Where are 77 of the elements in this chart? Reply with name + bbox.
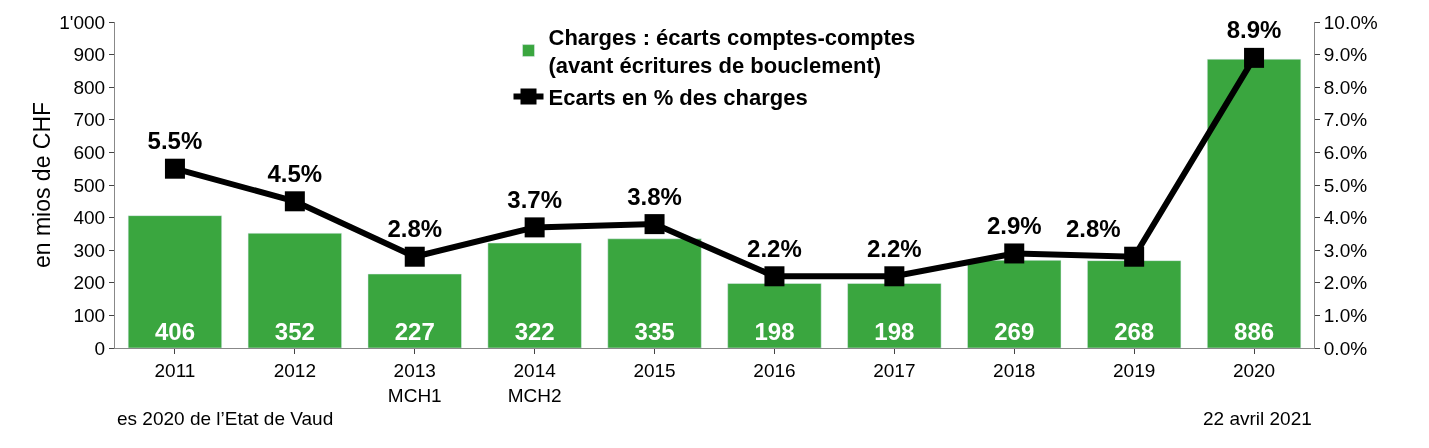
point (644, 214, 665, 235)
y-tick-label: 1'000 (59, 11, 106, 33)
x-tick-label: 2014 MCH2 (507, 359, 562, 406)
y-tick-label: 0 (94, 337, 106, 359)
y-tick-label: 900 (73, 44, 106, 66)
data-label: 3.8% (627, 182, 682, 210)
data-label: 2.8% (1065, 215, 1121, 243)
data-label: 198 (874, 318, 915, 345)
y2-tick-label: 7.0% (1323, 109, 1368, 131)
data-label: 352 (274, 318, 315, 345)
bar (127, 215, 222, 348)
data-label: 227 (394, 318, 435, 345)
bar (1087, 260, 1182, 348)
data-label: 268 (1114, 318, 1155, 345)
data-label: 198 (754, 318, 795, 345)
text: es 2020 de l’Etat de Vaud (117, 408, 334, 429)
bar (607, 238, 702, 348)
bar (727, 283, 822, 348)
x-tick-label: 2018 (993, 359, 1036, 381)
data-label: 886 (1234, 318, 1275, 345)
bar (247, 233, 342, 348)
point (884, 266, 905, 287)
data-label: 3.7% (507, 185, 562, 213)
y-tick-label: 500 (73, 174, 106, 196)
point (1124, 246, 1145, 267)
data-label: 8.9% (1226, 16, 1282, 44)
bar (367, 273, 462, 348)
data-label: 335 (634, 318, 675, 345)
point (1244, 47, 1265, 68)
data-label: 2.8% (387, 215, 443, 243)
legend-label: Ecarts en % des charges (548, 85, 808, 111)
y2-tick-label: 0.0% (1323, 337, 1368, 359)
data-label: 4.5% (267, 159, 323, 187)
x-tick-label: 2011 (154, 359, 196, 381)
y-tick-label: 700 (73, 109, 106, 131)
data-label: 2.2% (747, 234, 802, 262)
x-tick-label: 2017 (873, 359, 916, 381)
data-label: 2.2% (867, 234, 922, 262)
x-tick-label: 2015 (633, 359, 676, 381)
y-tick-label: 600 (73, 142, 106, 164)
y2-tick-label: 10.0% (1323, 11, 1378, 33)
x-tick-label: 2019 (1113, 359, 1156, 381)
point (764, 266, 785, 287)
bar (1207, 58, 1302, 348)
y-axis-title: en mios de CHF (28, 101, 55, 269)
data-label: 406 (154, 318, 195, 345)
y-tick-label: 800 (73, 76, 106, 98)
y2-tick-label: 1.0% (1323, 305, 1368, 327)
y-tick-label: 200 (73, 272, 106, 294)
point (1004, 243, 1025, 264)
y2-tick-label: 3.0% (1323, 239, 1368, 261)
y-tick-label: 100 (73, 305, 106, 327)
y2-tick-label: 5.0% (1323, 174, 1368, 196)
point (284, 191, 305, 212)
point (404, 246, 425, 267)
text: 22 avril 2021 (1203, 408, 1312, 429)
bar (847, 283, 942, 348)
point (524, 217, 545, 238)
x-tick-label: 2020 (1232, 359, 1276, 381)
point (164, 158, 185, 179)
x-tick-label: 2016 (753, 359, 796, 381)
data-label: 269 (994, 318, 1035, 345)
y2-tick-label: 4.0% (1323, 207, 1368, 229)
legend-label: Charges : écarts comptes-comptes (avant écritures de bouclement) (548, 24, 916, 79)
y2-tick-label: 9.0% (1323, 44, 1368, 66)
x-tick-label: 2013 MCH1 (387, 359, 442, 406)
y-tick-label: 400 (73, 207, 106, 229)
y2-tick-label: 2.0% (1323, 272, 1368, 294)
data-label: 5.5% (147, 127, 203, 155)
data-label: 322 (514, 318, 555, 345)
bar (487, 242, 582, 348)
y-tick-label: 300 (73, 239, 106, 261)
bar (967, 260, 1062, 348)
y2-tick-label: 8.0% (1323, 76, 1368, 98)
data-label: 2.9% (986, 211, 1042, 239)
x-tick-label: 2012 (273, 359, 316, 381)
y2-tick-label: 6.0% (1323, 142, 1368, 164)
